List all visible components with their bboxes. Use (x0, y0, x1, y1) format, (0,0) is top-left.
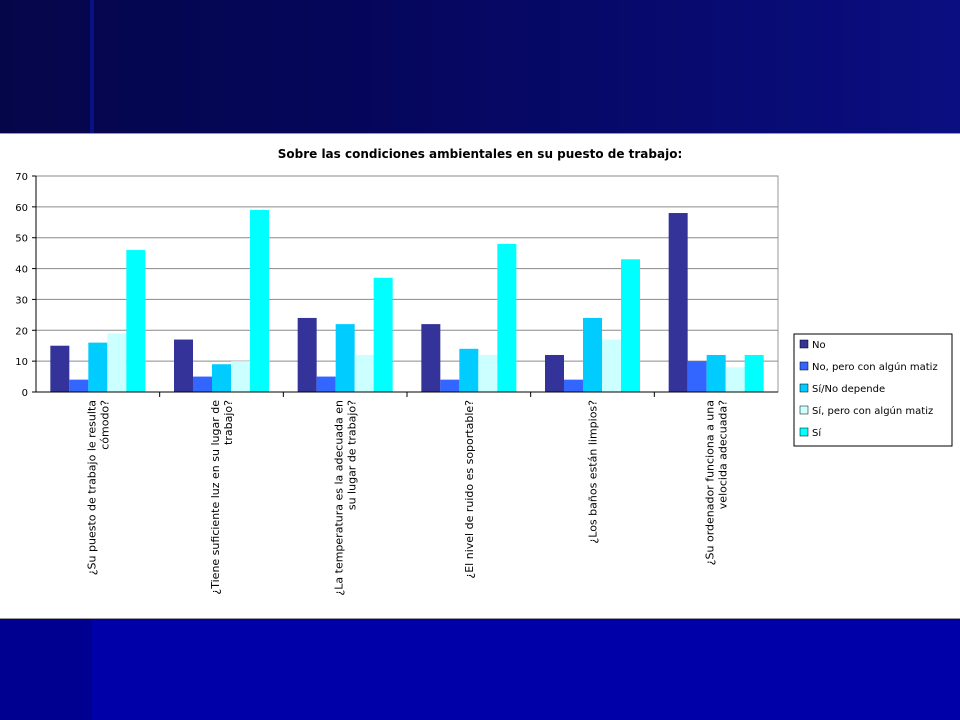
legend-swatch (799, 383, 809, 393)
bar (706, 354, 726, 392)
bar (687, 361, 707, 392)
legend-label: Sí/No depende (812, 383, 885, 395)
x-category-label-line: ¿La temperatura es la adecuada en (333, 400, 346, 596)
bar (373, 277, 393, 392)
x-category-label-line: trabajo? (222, 400, 235, 445)
bar (174, 339, 193, 392)
x-category-label-line: cómodo? (98, 400, 111, 450)
slide-background-bottom (0, 617, 960, 720)
legend: No No, pero con algún matiz Sí/No depende S… (793, 333, 953, 447)
bar (744, 354, 764, 392)
legend-label: No, pero con algún matiz (812, 361, 938, 373)
bar (621, 259, 640, 392)
bar (316, 376, 336, 392)
bar (126, 250, 146, 392)
bar (564, 379, 583, 392)
x-category-label-line: ¿Su puesto de trabajo le resulta (85, 400, 98, 575)
y-tick-label: 30 (15, 295, 28, 306)
bar (421, 324, 441, 392)
legend-label: No (812, 340, 826, 351)
x-category-label: ¿La temperatura es la adecuada ensu luga… (333, 400, 359, 596)
bar (478, 354, 498, 392)
bar (354, 354, 374, 392)
bar (583, 317, 602, 392)
bar (212, 364, 231, 392)
y-tick-label: 60 (15, 203, 28, 214)
bar (497, 243, 517, 392)
x-category-label-text: ¿La temperatura es la adecuada ensu luga… (333, 400, 359, 596)
bar (440, 379, 460, 392)
bar (335, 324, 355, 392)
x-category-label-line: ¿Su ordenador funciona a una (704, 400, 717, 565)
x-category-label-line: su lugar de trabajo? (346, 400, 359, 510)
x-category-label: ¿Su ordenador funciona a unavelocida ade… (704, 400, 730, 565)
x-category-label: ¿Los baños están limpios? (587, 400, 600, 544)
chart-svg: Sobre las condiciones ambientales en su … (15, 147, 953, 596)
bar (725, 367, 745, 392)
x-category-label-line: ¿El nivel de ruido es soportable? (463, 400, 476, 579)
bar (50, 345, 70, 392)
chart-panel: Sobre las condiciones ambientales en su … (0, 133, 960, 619)
slide-background-top (0, 0, 960, 133)
bar (193, 376, 212, 392)
x-category-label-text: ¿Tiene suficiente luz en su lugar detrab… (209, 400, 235, 595)
bar (231, 361, 250, 392)
bar (107, 333, 127, 392)
y-tick-label: 40 (15, 265, 28, 276)
legend-swatch (799, 339, 809, 349)
legend-box (793, 333, 953, 447)
bar (459, 348, 479, 392)
x-category-label-text: ¿Los baños están limpios? (587, 400, 600, 544)
legend-label: Sí (812, 427, 822, 439)
y-tick-label: 70 (15, 172, 28, 183)
bar (69, 379, 89, 392)
y-tick-label: 20 (15, 326, 28, 337)
bar (602, 339, 621, 392)
y-tick-label: 0 (22, 388, 28, 399)
slide-background-bottom-left (0, 617, 92, 720)
x-category-label-line: velocida adecuada? (717, 400, 730, 509)
y-tick-label: 50 (15, 234, 28, 245)
legend-swatch (799, 361, 809, 371)
bar (250, 209, 269, 392)
x-category-label-text: ¿El nivel de ruido es soportable? (463, 400, 476, 579)
x-category-label: ¿Tiene suficiente luz en su lugar detrab… (209, 400, 235, 595)
x-category-label: ¿El nivel de ruido es soportable? (463, 400, 476, 579)
gridlines (35, 175, 779, 393)
bar (668, 213, 688, 392)
x-category-label-text: ¿Su ordenador funciona a unavelocida ade… (704, 400, 730, 565)
bar (88, 342, 108, 392)
slide-background-stripe (90, 0, 94, 133)
x-category-label: ¿Su puesto de trabajo le resultacómodo? (85, 400, 111, 575)
y-tick-label: 10 (15, 357, 28, 368)
plot-area-border (35, 175, 779, 393)
legend-swatch (799, 405, 809, 415)
x-category-label-line: ¿Los baños están limpios? (587, 400, 600, 544)
legend-swatch (799, 427, 809, 437)
legend-label: Sí, pero con algún matiz (812, 405, 933, 417)
axes: 0 10 20 30 40 50 60 70 ¿Su puesto de trabajo le … (15, 172, 778, 596)
bar (297, 317, 317, 392)
x-category-label-text: ¿Su puesto de trabajo le resultacómodo? (85, 400, 111, 575)
chart-title: Sobre las condiciones ambientales en su … (278, 147, 683, 161)
bars (50, 209, 764, 392)
x-category-label-line: ¿Tiene suficiente luz en su lugar de (209, 400, 222, 595)
bar (545, 354, 564, 392)
